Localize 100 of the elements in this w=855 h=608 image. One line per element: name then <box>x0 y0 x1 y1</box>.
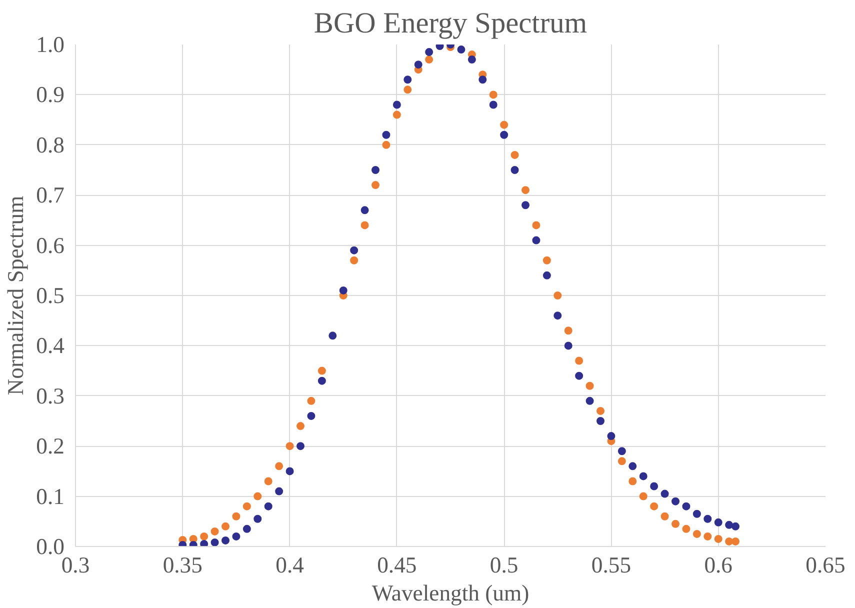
point <box>372 166 380 174</box>
point <box>489 90 498 99</box>
point <box>210 538 219 546</box>
point <box>618 447 626 456</box>
point <box>510 166 519 174</box>
point <box>350 246 358 254</box>
point <box>296 442 304 450</box>
point <box>296 422 304 430</box>
point <box>682 502 690 510</box>
point <box>286 442 294 450</box>
y-tick-label: 0.5 <box>36 283 65 308</box>
point <box>692 530 701 538</box>
point <box>639 472 648 480</box>
point <box>307 396 316 405</box>
point <box>425 56 434 64</box>
point <box>575 372 584 380</box>
point <box>210 527 219 536</box>
y-tick-label: 0.3 <box>36 383 65 408</box>
point <box>682 524 690 533</box>
point <box>628 477 637 486</box>
point <box>275 487 284 496</box>
point <box>468 56 476 64</box>
point <box>404 86 412 94</box>
x-tick-label: 0.4 <box>276 552 304 578</box>
point <box>200 532 208 540</box>
y-tick-label: 0.8 <box>36 132 65 158</box>
x-tick-label: 0.45 <box>377 552 417 578</box>
point <box>232 512 240 520</box>
point <box>522 201 530 210</box>
point <box>392 110 401 119</box>
point <box>732 522 740 530</box>
point <box>596 406 604 415</box>
point <box>672 497 680 506</box>
point <box>382 140 390 149</box>
y-tick-label: 0.1 <box>36 484 65 509</box>
x-tick-label: 0.5 <box>490 552 518 578</box>
point <box>532 221 540 230</box>
point <box>242 502 251 510</box>
point <box>392 100 401 109</box>
y-tick-label: 0.9 <box>36 82 65 108</box>
point <box>222 536 230 544</box>
point <box>650 482 658 490</box>
y-tick-label: 0.6 <box>36 232 65 258</box>
point <box>714 534 722 543</box>
point <box>660 490 669 498</box>
point <box>360 221 369 230</box>
point <box>628 462 637 470</box>
point <box>404 76 412 84</box>
point <box>500 130 508 139</box>
point <box>554 312 562 320</box>
point <box>425 48 434 56</box>
point <box>360 206 369 214</box>
point <box>692 510 701 518</box>
point <box>725 520 734 529</box>
point <box>254 514 262 523</box>
point <box>318 366 326 375</box>
point <box>575 356 584 365</box>
point <box>532 236 540 244</box>
point <box>500 120 508 129</box>
point <box>542 256 551 264</box>
point <box>618 457 626 466</box>
point <box>275 462 284 470</box>
x-tick-label: 0.6 <box>704 552 733 578</box>
chart-title: BGO Energy Spectrum <box>314 8 588 40</box>
point <box>596 417 604 425</box>
x-axis-title: Wavelength (um) <box>372 580 530 606</box>
point <box>457 46 466 54</box>
y-axis-title: Normalized Spectrum <box>3 195 28 396</box>
point <box>704 532 712 540</box>
x-tick-label: 0.65 <box>806 552 846 578</box>
point <box>328 332 337 340</box>
point <box>286 467 294 476</box>
point <box>478 76 487 84</box>
y-tick-label: 0.2 <box>36 434 65 459</box>
y-tick-label: 0.7 <box>36 182 65 208</box>
point <box>725 537 734 546</box>
point <box>254 492 262 500</box>
point <box>222 522 230 530</box>
point <box>732 537 740 546</box>
point <box>264 502 272 510</box>
point <box>489 100 498 109</box>
point <box>660 512 669 520</box>
point <box>672 520 680 528</box>
x-tick-label: 0.35 <box>162 552 202 578</box>
point <box>607 432 616 440</box>
point <box>586 382 594 390</box>
point <box>564 326 572 335</box>
point <box>382 130 390 139</box>
point <box>372 181 380 190</box>
point <box>264 477 272 486</box>
point <box>554 292 562 300</box>
point <box>714 518 722 526</box>
point <box>414 60 422 69</box>
y-tick-label: 0.4 <box>36 333 65 358</box>
point <box>242 524 251 533</box>
point <box>200 540 208 546</box>
point <box>650 502 658 510</box>
x-tick-label: 0.55 <box>591 552 632 578</box>
point <box>510 150 519 159</box>
point <box>318 376 326 385</box>
